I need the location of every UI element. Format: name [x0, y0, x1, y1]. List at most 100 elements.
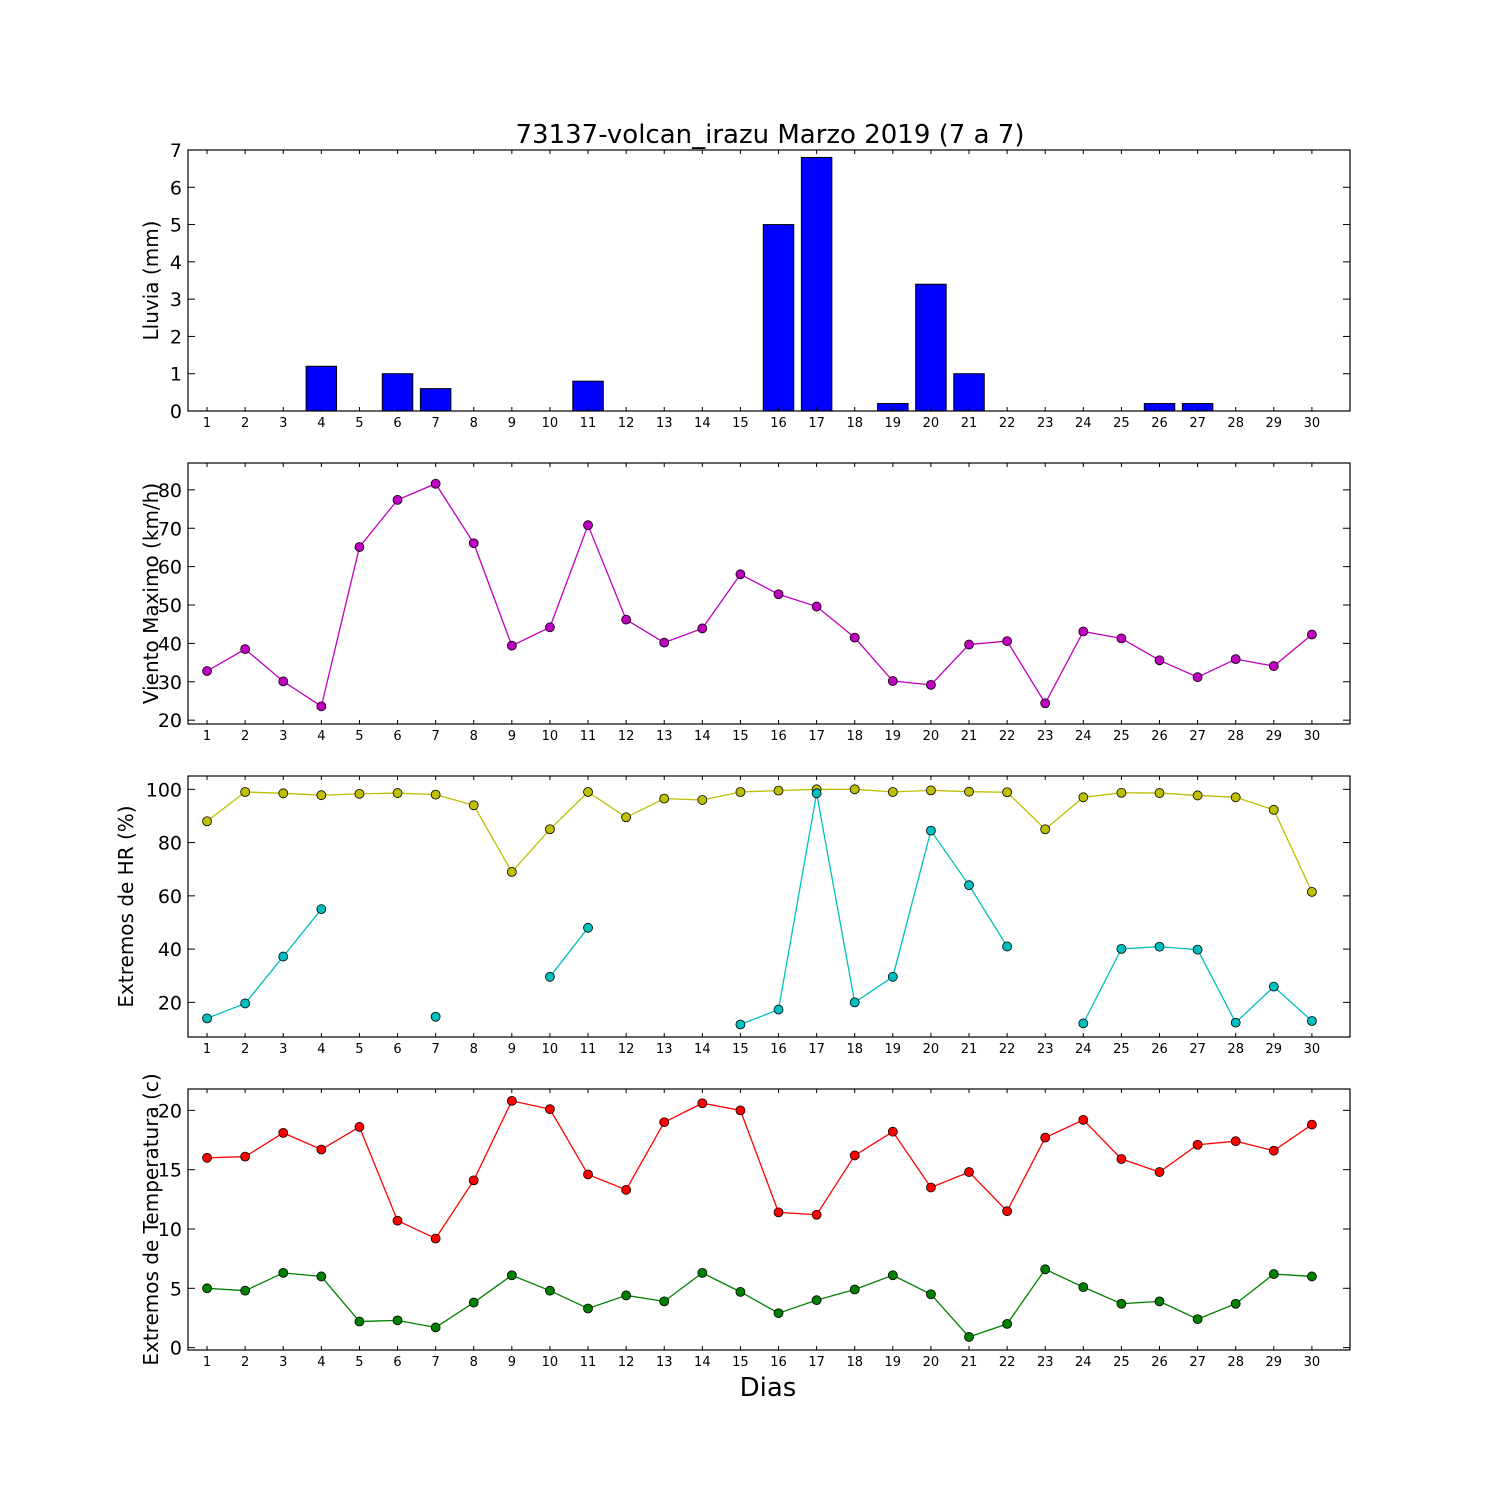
point-hr_max-day-27 — [1192, 790, 1203, 801]
x-tick-label: 30 — [1304, 1042, 1321, 1057]
point-hr_max-day-4 — [316, 790, 327, 801]
y-axis-label: Lluvia (mm) — [139, 221, 163, 341]
point-hr_max-day-1 — [202, 816, 212, 827]
point-wind-day-12 — [621, 614, 632, 625]
hr-panel: 1 2 3 4 5 6 7 8 9 10 11 12 13 14 15 16 17 18 19 20 21 22 23 24 2… — [114, 775, 1351, 1057]
y-tick-label: 5 — [170, 1278, 182, 1300]
point-hr_min-day-2 — [240, 998, 251, 1009]
x-tick-label: 24 — [1075, 729, 1092, 744]
point-hr_min-day-22 — [1002, 941, 1013, 952]
point-wind-day-18 — [849, 632, 860, 643]
point-hr_max-day-2 — [240, 787, 251, 797]
x-tick-label: 23 — [1037, 729, 1054, 744]
point-hr_max-day-7 — [430, 789, 441, 800]
x-tick-label: 1 — [203, 1355, 211, 1370]
point-temp_max-day-2 — [240, 1151, 251, 1162]
x-tick-label: 27 — [1189, 1355, 1206, 1370]
point-temp_min-day-20 — [926, 1289, 936, 1300]
point-wind-day-15 — [735, 569, 746, 580]
x-tick-label: 23 — [1037, 1355, 1054, 1370]
x-tick-label: 30 — [1304, 729, 1321, 744]
point-temp_max-day-5 — [354, 1122, 365, 1132]
point-temp_max-day-14 — [697, 1098, 708, 1109]
point-wind-day-19 — [887, 676, 898, 686]
x-tick-label: 15 — [732, 729, 749, 744]
point-temp_min-day-15 — [735, 1286, 746, 1297]
point-temp_max-day-20 — [926, 1182, 936, 1193]
point-temp_min-day-23 — [1040, 1264, 1051, 1275]
x-tick-label: 10 — [542, 416, 559, 431]
point-temp_max-day-15 — [735, 1105, 746, 1116]
y-tick-label: 0 — [170, 1338, 182, 1360]
x-tick-label: 30 — [1304, 416, 1321, 431]
point-temp_min-day-4 — [316, 1271, 327, 1282]
x-tick-label: 25 — [1113, 416, 1130, 431]
point-hr_min-day-26 — [1154, 941, 1165, 952]
series-temp_max-line — [207, 1100, 1313, 1240]
series-hr_max-line — [206, 788, 1313, 893]
point-wind-day-21 — [964, 639, 974, 650]
point-hr_min-day-21 — [964, 880, 974, 891]
x-tick-label: 2 — [241, 1355, 249, 1370]
x-tick-label: 28 — [1227, 1355, 1244, 1370]
x-tick-label: 19 — [885, 729, 902, 744]
point-wind-day-22 — [1002, 636, 1013, 646]
x-tick-label: 7 — [431, 1355, 439, 1370]
x-tick-label: 8 — [470, 416, 478, 431]
y-tick-label: 30 — [158, 672, 182, 694]
rain-panel: 1 2 3 4 5 6 7 8 9 10 11 12 13 14 15 16 17 18 19 20 21 22 23 24 2… — [139, 140, 1351, 431]
point-wind-day-28 — [1230, 654, 1241, 665]
x-tick-label: 4 — [317, 729, 325, 744]
point-temp_max-day-7 — [430, 1233, 441, 1244]
panels: 1 2 3 4 5 6 7 8 9 10 11 12 13 14 15 16 17 18 19 20 21 22 23 24 2… — [114, 140, 1351, 1370]
point-hr_max-day-24 — [1078, 792, 1089, 803]
y-tick-label: 80 — [158, 480, 182, 502]
y-tick-label: 4 — [170, 252, 182, 274]
point-temp_min-day-21 — [964, 1332, 974, 1342]
point-temp_min-day-10 — [545, 1285, 555, 1296]
point-wind-day-10 — [545, 622, 555, 633]
point-hr_min-day-11 — [583, 922, 593, 933]
point-hr_max-day-19 — [887, 787, 898, 797]
point-hr_max-day-29 — [1268, 804, 1279, 815]
point-hr_min-day-17 — [811, 788, 822, 799]
point-wind-day-24 — [1078, 626, 1089, 637]
y-tick-label: 2 — [170, 326, 182, 348]
point-hr_max-day-18 — [849, 784, 860, 795]
x-tick-label: 29 — [1266, 416, 1283, 431]
point-wind-day-2 — [240, 644, 251, 655]
point-temp_min-day-17 — [811, 1295, 822, 1306]
x-tick-label: 5 — [355, 729, 363, 744]
point-temp_min-day-24 — [1078, 1282, 1089, 1293]
bar-day-6 — [381, 373, 414, 412]
point-hr_max-day-3 — [278, 788, 289, 799]
series-hr_min-line — [740, 793, 1008, 1026]
series-hr_min-line — [206, 908, 322, 1019]
x-tick-label: 29 — [1266, 729, 1283, 744]
temp-panel: 1 2 3 4 5 6 7 8 9 10 11 12 13 14 15 16 17 18 19 20 21 22 23 24 2… — [139, 1073, 1351, 1370]
x-tick-label: 19 — [885, 416, 902, 431]
point-wind-day-17 — [811, 601, 822, 612]
x-tick-label: 19 — [885, 1355, 902, 1370]
point-wind-day-11 — [583, 520, 593, 531]
x-tick-label: 21 — [961, 1355, 978, 1370]
point-temp_min-day-18 — [849, 1284, 860, 1295]
y-tick-label: 80 — [158, 833, 182, 855]
point-temp_min-day-26 — [1154, 1296, 1165, 1307]
bar-day-11 — [572, 380, 604, 412]
x-tick-label: 6 — [393, 729, 401, 744]
x-tick-label: 8 — [470, 1355, 478, 1370]
x-tick-label: 23 — [1037, 416, 1054, 431]
x-tick-label: 17 — [808, 1355, 825, 1370]
point-temp_max-day-18 — [849, 1150, 860, 1161]
point-hr_max-day-6 — [392, 788, 403, 798]
x-tick-label: 11 — [580, 1042, 597, 1057]
point-hr_max-day-8 — [468, 800, 479, 811]
y-tick-label: 1 — [170, 364, 182, 386]
x-tick-label: 11 — [580, 1355, 597, 1370]
x-tick-label: 26 — [1151, 1042, 1168, 1057]
point-hr_max-day-30 — [1307, 886, 1317, 897]
y-axis-label: Extremos de HR (%) — [114, 805, 138, 1007]
x-tick-label: 11 — [580, 416, 597, 431]
x-tick-label: 20 — [923, 416, 940, 431]
